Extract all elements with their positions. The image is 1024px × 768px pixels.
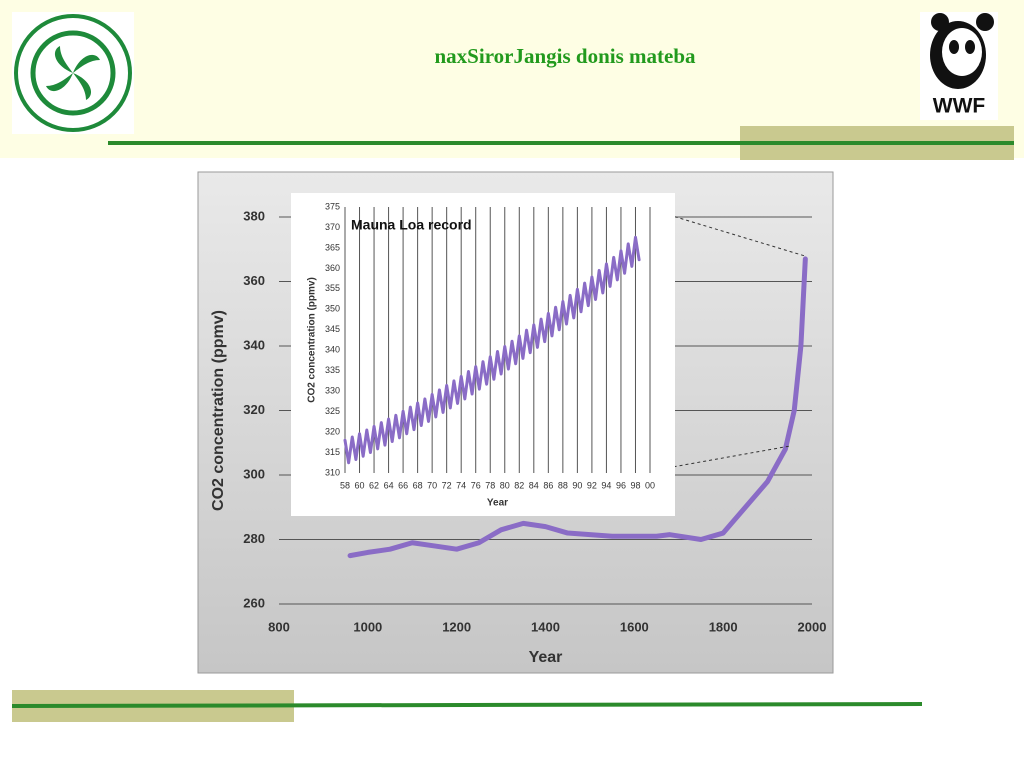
x-tick-label: 1200 [442, 619, 471, 634]
x-tick-label: 92 [587, 480, 597, 490]
y-tick-label: 330 [325, 386, 340, 396]
x-tick-label: 1800 [709, 619, 738, 634]
y-tick-label: 300 [243, 466, 265, 481]
y-tick-label: 260 [243, 595, 265, 610]
y-tick-label: 360 [243, 273, 265, 288]
x-tick-label: 80 [500, 480, 510, 490]
logo-right: WWF [920, 12, 998, 120]
y-tick-label: 380 [243, 208, 265, 223]
y-tick-label: 375 [325, 201, 340, 211]
x-axis-label: Year [529, 649, 563, 666]
y-tick-label: 320 [325, 426, 340, 436]
x-tick-label: 66 [398, 480, 408, 490]
x-tick-label: 82 [514, 480, 524, 490]
x-tick-label: 78 [485, 480, 495, 490]
x-tick-label: 88 [558, 480, 568, 490]
x-tick-label: 1600 [620, 619, 649, 634]
slide-title: naxSirorJangis donis mateba [435, 44, 696, 68]
x-tick-label: 96 [616, 480, 626, 490]
chart-title: Mauna Loa record [351, 217, 472, 233]
x-tick-label: 94 [601, 480, 611, 490]
y-tick-label: 340 [325, 345, 340, 355]
inset-frame [291, 193, 675, 516]
y-tick-label: 310 [325, 467, 340, 477]
x-tick-label: 800 [268, 619, 290, 634]
y-tick-label: 370 [325, 222, 340, 232]
x-tick-label: 68 [413, 480, 423, 490]
x-tick-label: 64 [384, 480, 394, 490]
y-tick-label: 325 [325, 406, 340, 416]
x-tick-label: 72 [442, 480, 452, 490]
deco-line [11, 702, 923, 708]
inset-chart: 310 315 320 325 330 335 340 345 350 355 360 365 370 3… [307, 201, 655, 508]
x-tick-label: 1000 [353, 619, 382, 634]
x-tick-label: 86 [543, 480, 553, 490]
x-tick-label: 74 [456, 480, 466, 490]
y-tick-label: 280 [243, 531, 265, 546]
y-tick-label: 350 [325, 304, 340, 314]
x-tick-label: 70 [427, 480, 437, 490]
x-tick-label: 90 [572, 480, 582, 490]
x-tick-label: 1400 [531, 619, 560, 634]
x-tick-label: 00 [645, 480, 655, 490]
x-axis-label: Year [487, 498, 508, 509]
wwf-text: WWF [933, 95, 986, 118]
y-tick-label: 360 [325, 263, 340, 273]
x-tick-label: 62 [369, 480, 379, 490]
data-line [343, 235, 641, 465]
x-tick-label: 84 [529, 480, 539, 490]
x-tick-label: 60 [355, 480, 365, 490]
y-tick-label: 365 [325, 242, 340, 252]
y-tick-label: 315 [325, 447, 340, 457]
x-tick-label: 2000 [798, 619, 827, 634]
data-line [347, 256, 808, 559]
y-tick-label: 320 [243, 402, 265, 417]
logo-left [12, 12, 134, 134]
y-axis-label: CO2 concentration (ppmv) [210, 310, 227, 511]
connector [645, 207, 806, 257]
y-tick-label: 355 [325, 283, 340, 293]
y-tick-label: 335 [325, 365, 340, 375]
y-tick-label: 345 [325, 324, 340, 334]
x-tick-label: 98 [630, 480, 640, 490]
y-axis-label: CO2 concentration (ppmv) [307, 277, 318, 403]
x-tick-label: 58 [340, 480, 350, 490]
y-tick-label: 340 [243, 337, 265, 352]
x-tick-label: 76 [471, 480, 481, 490]
